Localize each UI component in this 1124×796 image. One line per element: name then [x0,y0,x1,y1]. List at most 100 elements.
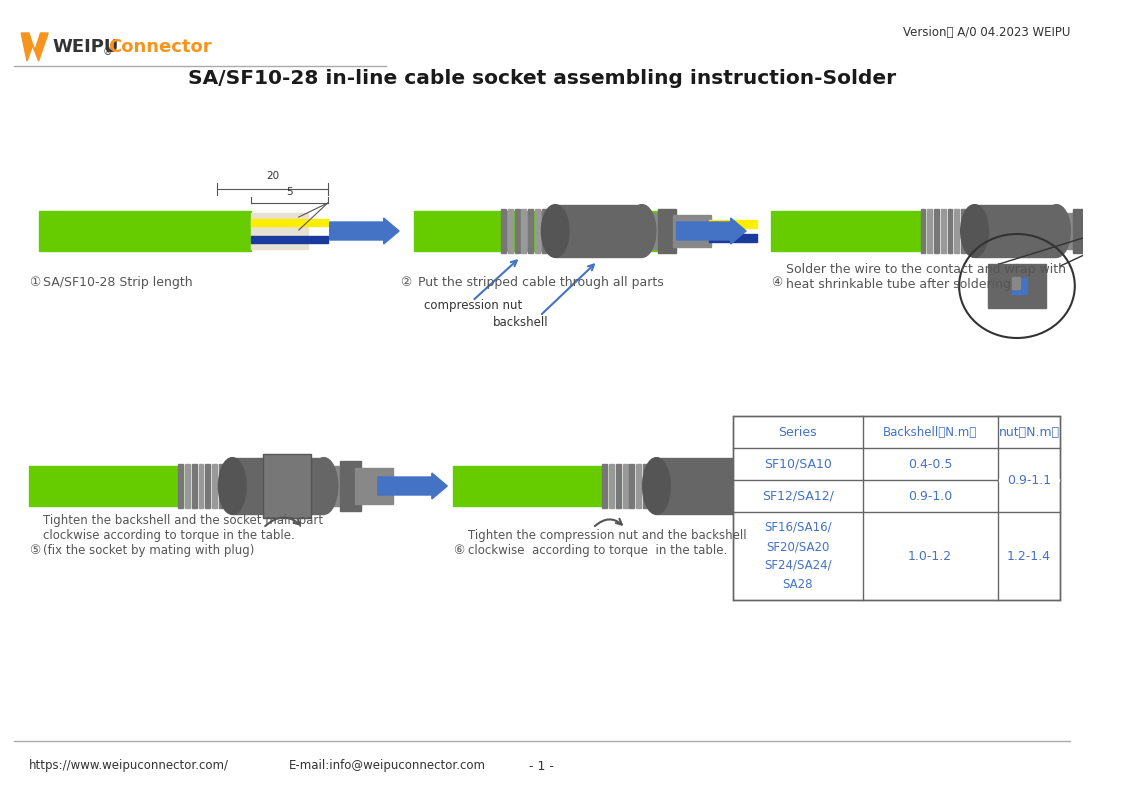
Polygon shape [21,33,48,61]
Text: backshell: backshell [492,316,549,329]
Text: Tighten the compression nut and the backshell
clockwise  according to torque  in: Tighten the compression nut and the back… [468,529,746,557]
Text: WEIPU: WEIPU [52,38,118,56]
FancyArrow shape [329,218,399,244]
FancyBboxPatch shape [921,209,925,253]
FancyBboxPatch shape [998,479,1060,481]
FancyArrow shape [677,218,746,244]
Text: Solder the wire to the contact and wrap with
heat shrinkable tube after solderin: Solder the wire to the contact and wrap … [786,263,1066,291]
Text: 0.9-1.1: 0.9-1.1 [1007,474,1051,486]
FancyBboxPatch shape [644,213,668,249]
Text: SF12/SA12/: SF12/SA12/ [762,490,834,502]
FancyBboxPatch shape [251,213,308,249]
Ellipse shape [310,458,337,514]
Ellipse shape [628,205,655,257]
FancyBboxPatch shape [988,264,1045,308]
Text: ⑥: ⑥ [453,544,464,557]
Text: 20: 20 [266,171,280,181]
Text: 0.4-0.5: 0.4-0.5 [908,458,952,470]
FancyBboxPatch shape [1012,277,1019,289]
FancyBboxPatch shape [508,209,513,253]
FancyBboxPatch shape [609,464,614,508]
FancyBboxPatch shape [616,464,620,508]
Text: Tighten the backshell and the socket main part
clockwise according to torque in : Tighten the backshell and the socket mai… [44,514,324,557]
FancyBboxPatch shape [341,461,362,511]
FancyBboxPatch shape [453,466,607,506]
FancyBboxPatch shape [656,458,747,514]
FancyBboxPatch shape [522,209,526,253]
FancyBboxPatch shape [226,464,230,508]
FancyBboxPatch shape [263,454,311,518]
FancyBboxPatch shape [650,464,654,508]
Text: Series: Series [778,426,817,439]
Text: SA/SF10-28 Strip length: SA/SF10-28 Strip length [44,276,193,289]
FancyBboxPatch shape [1073,209,1090,253]
Text: Put the stripped cable through all parts: Put the stripped cable through all parts [418,276,664,289]
FancyBboxPatch shape [29,466,183,506]
Ellipse shape [643,458,670,514]
FancyBboxPatch shape [549,209,553,253]
FancyBboxPatch shape [542,209,546,253]
FancyBboxPatch shape [708,220,756,228]
Ellipse shape [542,205,569,257]
FancyBboxPatch shape [415,211,674,251]
Text: compression nut: compression nut [424,299,523,312]
FancyBboxPatch shape [934,209,939,253]
FancyBboxPatch shape [515,209,519,253]
Text: 1.2-1.4: 1.2-1.4 [1007,549,1051,563]
FancyBboxPatch shape [961,209,966,253]
Ellipse shape [219,458,246,514]
Ellipse shape [1043,205,1070,257]
FancyBboxPatch shape [708,234,756,242]
FancyBboxPatch shape [954,209,959,253]
FancyBboxPatch shape [1012,278,1026,294]
Ellipse shape [961,205,988,257]
FancyBboxPatch shape [1087,215,1121,247]
FancyBboxPatch shape [0,0,1084,796]
FancyBboxPatch shape [948,209,952,253]
FancyBboxPatch shape [219,464,224,508]
FancyBboxPatch shape [528,209,533,253]
FancyBboxPatch shape [636,464,641,508]
FancyBboxPatch shape [750,466,774,506]
Text: SF16/SA16/
SF20/SA20
SF24/SA24/
SA28: SF16/SA16/ SF20/SA20 SF24/SA24/ SA28 [764,521,832,591]
Text: E-mail:info@weipuconnector.com: E-mail:info@weipuconnector.com [289,759,487,772]
FancyBboxPatch shape [212,464,217,508]
FancyBboxPatch shape [501,209,506,253]
Text: ⑤: ⑤ [29,544,40,557]
FancyBboxPatch shape [251,236,328,243]
FancyBboxPatch shape [199,464,203,508]
FancyBboxPatch shape [623,464,627,508]
FancyBboxPatch shape [927,209,932,253]
FancyBboxPatch shape [629,464,634,508]
FancyBboxPatch shape [643,464,647,508]
FancyBboxPatch shape [779,468,817,504]
Text: 5: 5 [285,187,292,197]
FancyBboxPatch shape [326,466,350,506]
FancyBboxPatch shape [185,464,190,508]
FancyBboxPatch shape [535,209,540,253]
FancyBboxPatch shape [764,461,786,511]
FancyBboxPatch shape [233,458,324,514]
FancyBboxPatch shape [733,416,1060,600]
FancyBboxPatch shape [941,209,945,253]
FancyBboxPatch shape [206,464,210,508]
Text: nut（N.m）: nut（N.m） [998,426,1060,439]
Text: SA/SF10-28 in-line cable socket assembling instruction-Solder: SA/SF10-28 in-line cable socket assembli… [188,68,896,88]
FancyBboxPatch shape [602,464,607,508]
Text: ®: ® [102,47,112,57]
FancyBboxPatch shape [192,464,197,508]
Text: Connector: Connector [108,38,211,56]
Text: ④: ④ [771,276,782,289]
FancyBboxPatch shape [1112,223,1123,239]
Text: SF10/SA10: SF10/SA10 [763,458,832,470]
Text: Backshell（N.m）: Backshell（N.m） [883,426,978,439]
FancyBboxPatch shape [968,209,972,253]
FancyBboxPatch shape [673,215,711,247]
FancyArrow shape [378,473,447,499]
Text: Version： A/0 04.2023 WEIPU: Version： A/0 04.2023 WEIPU [903,26,1070,40]
FancyBboxPatch shape [659,209,676,253]
FancyBboxPatch shape [975,205,1057,257]
Text: 0.9-1.0: 0.9-1.0 [908,490,952,502]
FancyBboxPatch shape [179,464,183,508]
FancyBboxPatch shape [355,468,393,504]
